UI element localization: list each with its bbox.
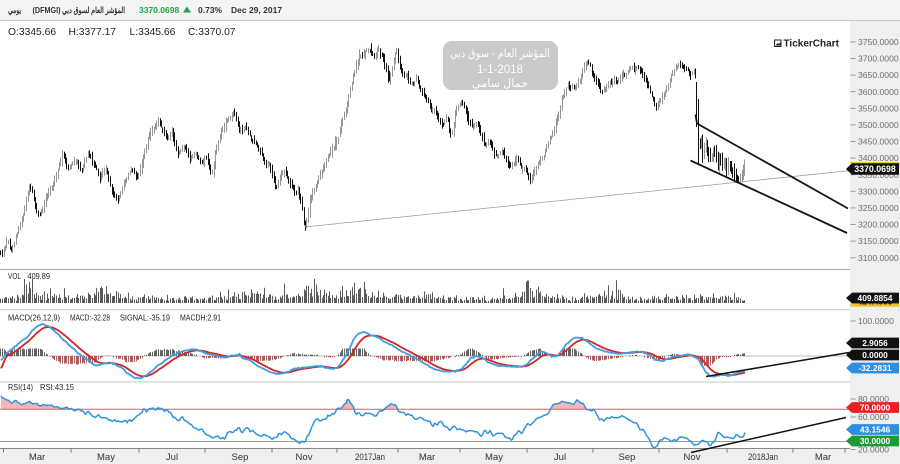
svg-text:Mar: Mar [419, 452, 435, 463]
svg-text:1-1-2018: 1-1-2018 [477, 64, 523, 76]
svg-text:3300.0000: 3300.0000 [858, 186, 899, 196]
svg-text:20.0000: 20.0000 [858, 445, 889, 455]
svg-text:3370.0698: 3370.0698 [139, 5, 179, 15]
svg-text:3150.0000: 3150.0000 [858, 236, 899, 246]
svg-text:2.9056: 2.9056 [862, 338, 888, 348]
svg-text:VOL: VOL [8, 271, 21, 281]
svg-text:409.89: 409.89 [28, 271, 51, 281]
svg-text:RSI(14): RSI(14) [8, 382, 33, 392]
svg-text:Nov: Nov [296, 452, 313, 463]
svg-text:SIGNAL:-35.19: SIGNAL:-35.19 [120, 313, 170, 323]
svg-text:Mar: Mar [29, 452, 45, 463]
svg-text:0.73%: 0.73% [198, 5, 223, 15]
svg-text:المؤشر العام لسوق دبي: المؤشر العام لسوق دبي [62, 5, 125, 16]
svg-text:Jul: Jul [554, 452, 566, 463]
svg-text:L:3345.66: L:3345.66 [130, 27, 176, 38]
svg-text:43.1546: 43.1546 [860, 425, 891, 435]
svg-text:3400.0000: 3400.0000 [858, 153, 899, 163]
svg-text:3200.0000: 3200.0000 [858, 220, 899, 230]
svg-text:May: May [97, 452, 115, 463]
svg-text:70.0000: 70.0000 [860, 403, 891, 413]
svg-text:30.0000: 30.0000 [860, 436, 891, 446]
svg-text:Mar: Mar [815, 452, 831, 463]
svg-text:100.0000: 100.0000 [858, 316, 894, 326]
svg-text:2018Jan: 2018Jan [748, 452, 778, 463]
svg-text:C:3370.07: C:3370.07 [188, 27, 236, 38]
svg-text:3550.0000: 3550.0000 [858, 103, 899, 113]
svg-text:المؤشر العام - سوق دبي: المؤشر العام - سوق دبي [450, 47, 550, 60]
svg-text:MACD(26,12,9): MACD(26,12,9) [8, 313, 60, 323]
svg-text:3250.0000: 3250.0000 [858, 203, 899, 213]
svg-text:Sep: Sep [619, 452, 636, 463]
svg-text:80.0000: 80.0000 [858, 394, 889, 404]
svg-text:جمال سامي: جمال سامي [472, 77, 528, 90]
svg-text:3700.0000: 3700.0000 [858, 54, 899, 64]
svg-text:3500.0000: 3500.0000 [858, 120, 899, 130]
svg-text:Dec 29, 2017: Dec 29, 2017 [231, 5, 282, 15]
svg-text:Jul: Jul [166, 452, 178, 463]
svg-text:TickerChart: TickerChart [784, 39, 840, 50]
svg-text:3650.0000: 3650.0000 [858, 70, 899, 80]
svg-text:RSI:43.15: RSI:43.15 [40, 382, 74, 392]
svg-text:3750.0000: 3750.0000 [858, 37, 899, 47]
svg-text:3600.0000: 3600.0000 [858, 87, 899, 97]
svg-text:May: May [485, 452, 503, 463]
svg-text:409.8854: 409.8854 [858, 293, 893, 303]
svg-text:3370.0698: 3370.0698 [854, 164, 896, 174]
svg-text:Nov: Nov [684, 452, 701, 463]
svg-text:60.0000: 60.0000 [858, 412, 889, 422]
svg-text:H:3377.17: H:3377.17 [69, 27, 117, 38]
svg-text:2017Jan: 2017Jan [355, 452, 385, 463]
svg-text:MACDH:2.91: MACDH:2.91 [180, 313, 221, 323]
svg-text:يومي: يومي [8, 5, 21, 16]
svg-text:Sep: Sep [232, 452, 249, 463]
svg-text:(DFMGI): (DFMGI) [33, 5, 61, 15]
svg-text:O:3345.66: O:3345.66 [8, 27, 56, 38]
svg-text:-32.2831: -32.2831 [858, 363, 891, 373]
svg-text:0.0000: 0.0000 [862, 350, 888, 360]
svg-text:MACD:-32.28: MACD:-32.28 [70, 313, 110, 323]
svg-text:3100.0000: 3100.0000 [858, 253, 899, 263]
svg-text:3450.0000: 3450.0000 [858, 137, 899, 147]
